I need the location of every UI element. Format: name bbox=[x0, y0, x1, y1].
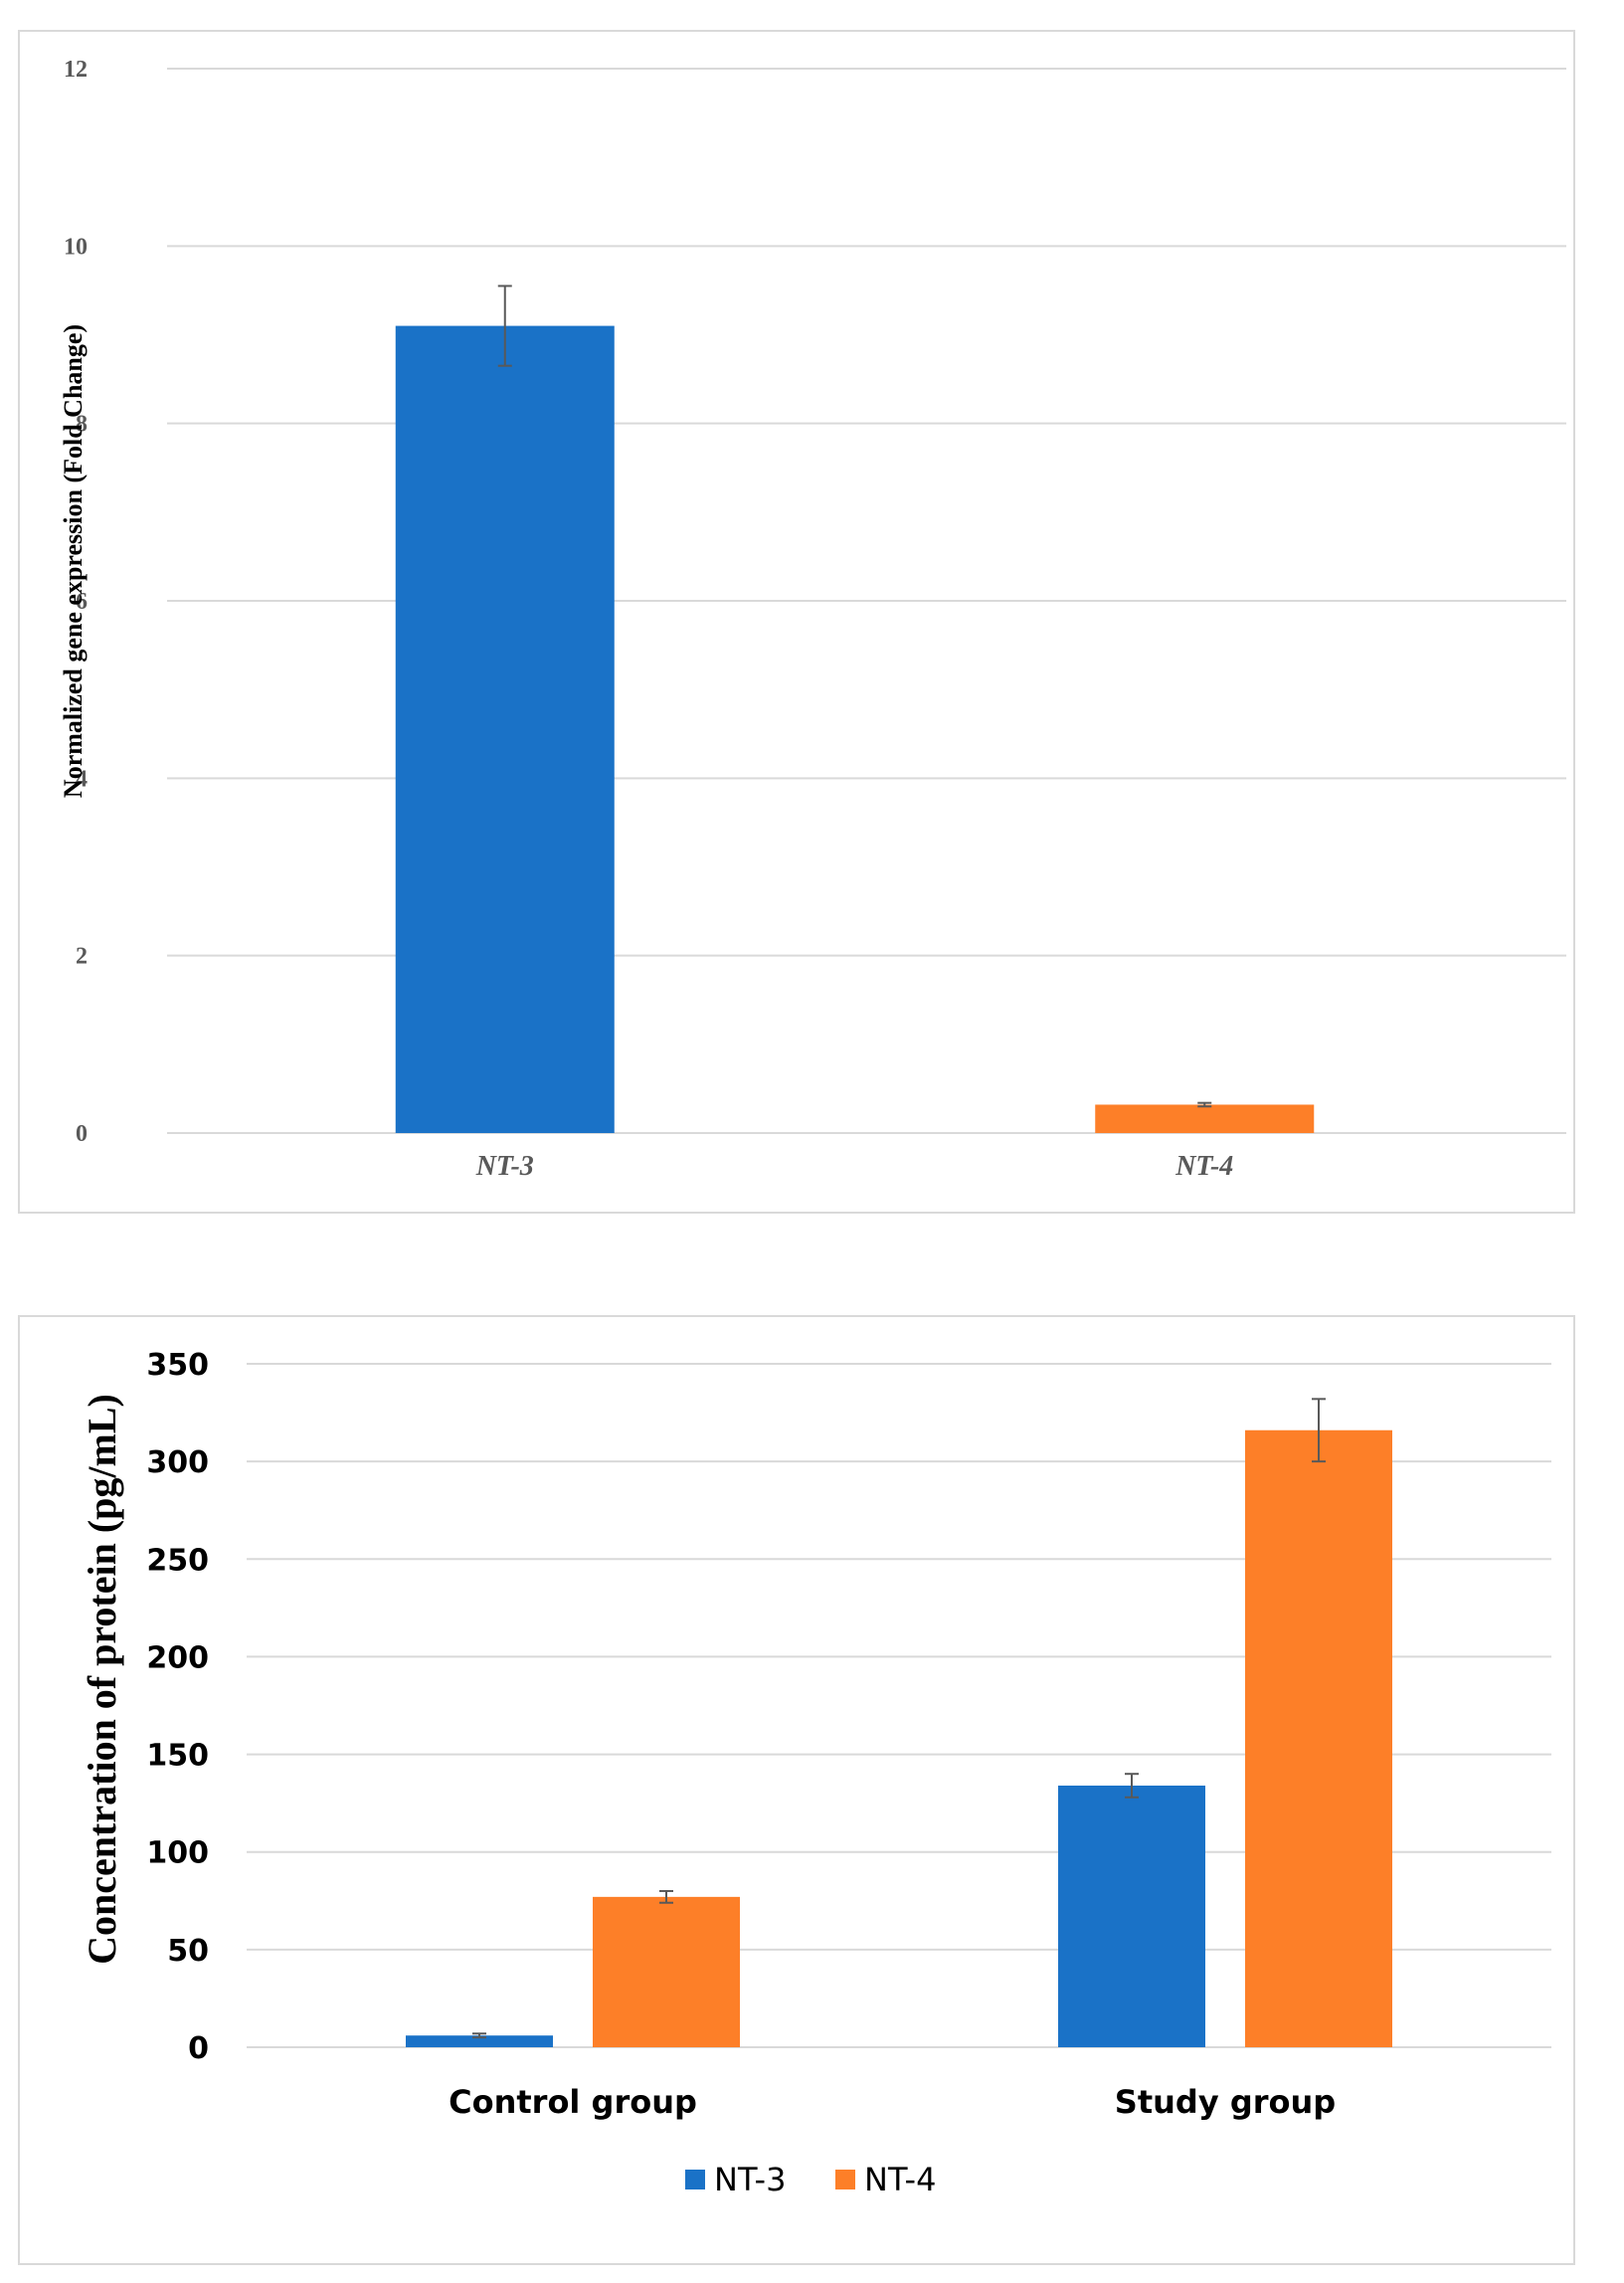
y-tick-labels: 0 50 100 150 200 250 300 350 bbox=[146, 1348, 209, 2066]
bar-nt-3 bbox=[395, 325, 615, 1133]
error-bar-study-group-nt-4 bbox=[1312, 1398, 1326, 1463]
x-category-labels: NT-3 NT-4 bbox=[475, 1151, 1234, 1182]
y-tick-label: 4 bbox=[76, 766, 88, 792]
bar-nt-4 bbox=[1095, 1104, 1315, 1133]
y-tick-label: 2 bbox=[76, 944, 88, 970]
error-bar-control-group-nt-3 bbox=[472, 2032, 486, 2039]
y-tick-label: 8 bbox=[76, 412, 88, 438]
y-tick-label: 12 bbox=[64, 57, 88, 83]
x-category-labels: Control group Study group bbox=[449, 2083, 1336, 2121]
x-category-label: NT-3 bbox=[475, 1151, 534, 1182]
y-tick-label: 350 bbox=[146, 1348, 209, 1383]
error-bar-control-group-nt-4 bbox=[659, 1889, 673, 1904]
bars bbox=[395, 325, 1315, 1133]
y-tick-label: 10 bbox=[64, 234, 88, 260]
y-tick-label: 0 bbox=[76, 1121, 88, 1147]
x-category-label: Control group bbox=[449, 2083, 697, 2121]
y-tick-label: 200 bbox=[146, 1640, 209, 1675]
x-category-label: NT-4 bbox=[1174, 1151, 1233, 1182]
protein-concentration-chart: 0 50 100 150 200 250 300 350 Control group Study… bbox=[80, 1348, 1551, 2198]
error-bars bbox=[472, 1398, 1326, 2039]
legend: NT-3 NT-4 bbox=[685, 2161, 936, 2198]
legend-swatch-nt4 bbox=[835, 2170, 855, 2189]
y-axis-title: Concentration of protein (pg/mL) bbox=[80, 1394, 124, 1965]
bar-control-group-nt-4 bbox=[593, 1896, 740, 2047]
bars bbox=[406, 1429, 1392, 2047]
y-tick-label: 150 bbox=[146, 1739, 209, 1774]
protein-concentration-chart-panel: 0 50 100 150 200 250 300 350 Control group Study… bbox=[18, 1315, 1575, 2265]
legend-label-nt3: NT-3 bbox=[714, 2161, 786, 2198]
y-axis-title: Normalized gene expression (Fold Change) bbox=[59, 324, 88, 798]
y-tick-label: 300 bbox=[146, 1445, 209, 1480]
y-gridlines bbox=[167, 68, 1566, 1134]
legend-swatch-nt3 bbox=[685, 2170, 705, 2189]
error-bars bbox=[497, 285, 1212, 1108]
bar-control-group-nt-3 bbox=[406, 2035, 553, 2047]
bar-study-group-nt-4 bbox=[1245, 1429, 1392, 2047]
y-tick-label: 6 bbox=[76, 589, 88, 615]
error-bar-nt-4 bbox=[1197, 1101, 1212, 1108]
bar-study-group-nt-3 bbox=[1058, 1785, 1205, 2047]
y-tick-label: 50 bbox=[167, 1934, 209, 1969]
x-category-label: Study group bbox=[1115, 2083, 1336, 2121]
gene-expression-chart: 0 2 4 6 8 10 12 NT-3 NT-4 Normalized gene expre… bbox=[59, 57, 1566, 1182]
error-bar-nt-3 bbox=[497, 285, 512, 367]
error-bar-study-group-nt-3 bbox=[1125, 1773, 1139, 1799]
y-tick-label: 0 bbox=[188, 2031, 209, 2066]
legend-label-nt4: NT-4 bbox=[864, 2161, 936, 2198]
gene-expression-chart-panel: 0 2 4 6 8 10 12 NT-3 NT-4 Normalized gene expre… bbox=[18, 30, 1575, 1214]
y-tick-label: 250 bbox=[146, 1543, 209, 1578]
y-tick-labels: 0 2 4 6 8 10 12 bbox=[64, 57, 88, 1147]
y-tick-label: 100 bbox=[146, 1836, 209, 1871]
